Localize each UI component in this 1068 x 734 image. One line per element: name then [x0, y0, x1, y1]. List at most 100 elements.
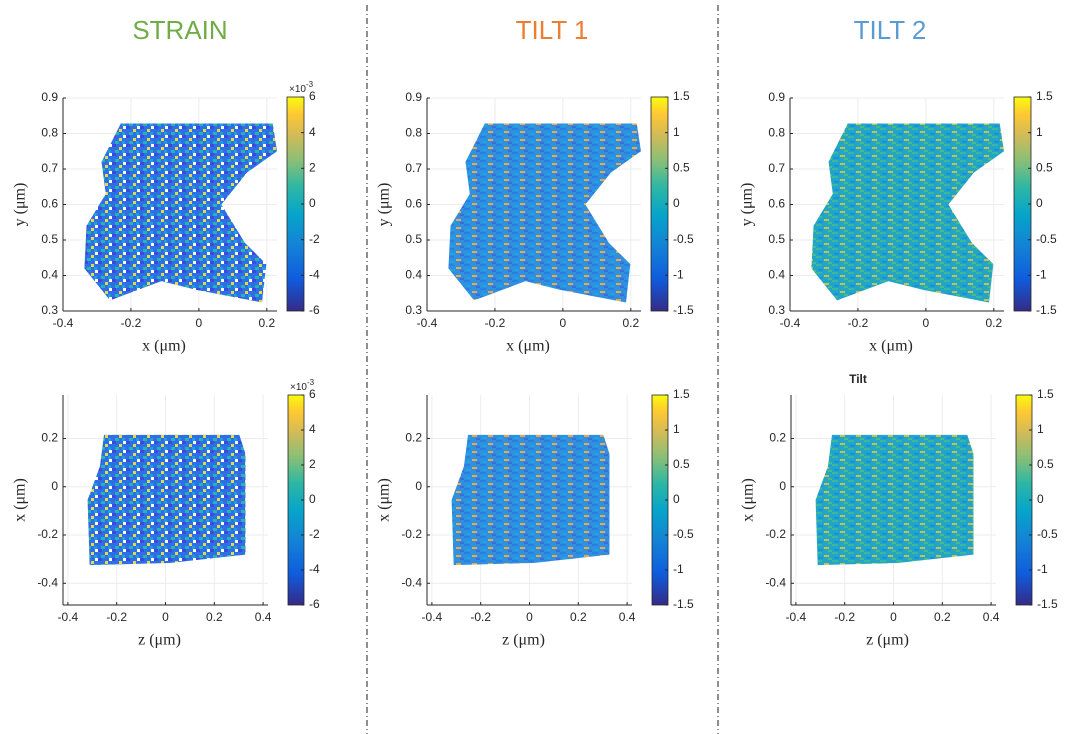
- y-tick-label: -0.4: [401, 575, 422, 589]
- colorbar-tick-label: -1.5: [673, 303, 694, 317]
- x-axis-label: z (μm): [866, 632, 909, 649]
- x-tick-label: 0.2: [206, 610, 223, 624]
- heatmap-region: [815, 434, 974, 566]
- colorbar-tick-label: 1.5: [673, 387, 690, 401]
- x-axis-label: z (μm): [138, 632, 181, 649]
- colorbar-tick-label: 0: [1036, 196, 1043, 210]
- x-tick-label: 0.2: [934, 610, 951, 624]
- x-tick-label: 0: [923, 316, 930, 330]
- x-tick-label: 0: [890, 610, 897, 624]
- y-tick-label: 0: [779, 479, 786, 493]
- heatmap-region: [451, 434, 610, 566]
- x-tick-label: -0.2: [470, 610, 491, 624]
- colorbar-tick-label: 0.5: [673, 457, 690, 471]
- colorbar-tick-label: -1.5: [1037, 597, 1058, 611]
- x-tick-label: 0: [526, 610, 533, 624]
- colorbar-tick-label: 6: [309, 89, 316, 103]
- colorbar-tick-label: -4: [309, 562, 320, 576]
- colorbar-tick-label: -0.5: [1037, 527, 1058, 541]
- colorbar-tick-label: -6: [309, 303, 320, 317]
- x-tick-label: 0.2: [570, 610, 587, 624]
- colorbar-tick-label: -1: [1036, 268, 1047, 282]
- colorbar-tick-label: 2: [309, 457, 316, 471]
- colorbar-tick-label: -4: [309, 268, 320, 282]
- y-tick-label: 0.3: [768, 303, 785, 317]
- colorbar-tick-label: 0.5: [1036, 161, 1053, 175]
- colorbar-tick-label: 4: [309, 422, 316, 436]
- x-axis-label: x (μm): [142, 338, 186, 355]
- y-tick-label: 0.9: [768, 90, 785, 104]
- x-tick-label: 0.4: [255, 610, 272, 624]
- y-tick-label: 0.5: [41, 232, 58, 246]
- y-axis-label: y (μm): [376, 183, 393, 227]
- y-tick-label: 0.2: [41, 431, 58, 445]
- column-title: STRAIN: [132, 15, 227, 45]
- colorbar-tick-label: 1.5: [1037, 387, 1054, 401]
- x-tick-label: 0.4: [619, 610, 636, 624]
- x-tick-label: 0: [560, 316, 567, 330]
- colorbar-tick-label: 1: [673, 422, 680, 436]
- x-tick-label: -0.2: [848, 316, 869, 330]
- x-tick-label: -0.4: [422, 610, 443, 624]
- colorbar-tick-label: 0.5: [673, 161, 690, 175]
- x-tick-label: -0.2: [121, 316, 142, 330]
- y-tick-label: 0.9: [405, 90, 422, 104]
- colorbar-tick-label: 0: [673, 196, 680, 210]
- colorbar-tick-label: -1.5: [1036, 303, 1057, 317]
- y-tick-label: 0.3: [405, 303, 422, 317]
- x-axis-label: x (μm): [506, 338, 550, 355]
- y-axis-label: y (μm): [739, 183, 756, 227]
- y-tick-label: 0.4: [41, 268, 58, 282]
- colorbar-tick-label: 1: [1036, 125, 1043, 139]
- y-tick-label: -0.4: [765, 575, 786, 589]
- y-axis-label: x (μm): [12, 478, 29, 522]
- colorbar-tick-label: 0: [309, 196, 316, 210]
- heatmap-region: [811, 123, 1004, 303]
- colorbar-tick-label: -1: [673, 268, 684, 282]
- y-tick-label: 0.8: [41, 126, 58, 140]
- heatmap-region: [87, 434, 246, 566]
- colorbar-tick-label: 2: [309, 161, 316, 175]
- multiplier-exponent: -3: [306, 80, 314, 89]
- y-tick-label: -0.2: [401, 527, 422, 541]
- colorbar-tick-label: 0.5: [1037, 457, 1054, 471]
- x-tick-label: -0.2: [834, 610, 855, 624]
- x-tick-label: 0: [196, 316, 203, 330]
- y-axis-label: x (μm): [740, 478, 757, 522]
- colorbar-tick-label: 0: [673, 492, 680, 506]
- x-tick-label: 0.4: [983, 610, 1000, 624]
- y-tick-label: 0: [51, 479, 58, 493]
- y-tick-label: 0.2: [769, 431, 786, 445]
- y-tick-label: 0.6: [405, 197, 422, 211]
- colorbar-tick-label: -0.5: [673, 232, 694, 246]
- colorbar-tick-label: 6: [309, 387, 316, 401]
- colorbar-tick-label: 1: [673, 125, 680, 139]
- x-tick-label: 0: [162, 610, 169, 624]
- y-axis-label: x (μm): [376, 478, 393, 522]
- y-tick-label: 0.5: [768, 232, 785, 246]
- colorbar-multiplier: ×10-3: [289, 80, 314, 95]
- colorbar-multiplier: ×10-3: [290, 378, 315, 393]
- y-tick-label: 0.4: [768, 268, 785, 282]
- colorbar-tick-label: 0: [1037, 492, 1044, 506]
- y-tick-label: 0.6: [41, 197, 58, 211]
- colorbar-tick-label: 1: [1037, 422, 1044, 436]
- heatmap-region: [448, 123, 641, 303]
- x-axis-label: x (μm): [869, 338, 913, 355]
- y-tick-label: -0.2: [765, 527, 786, 541]
- panel-title: Tilt: [849, 372, 867, 386]
- multiplier-exponent: -3: [307, 378, 315, 387]
- y-tick-label: -0.4: [37, 575, 58, 589]
- colorbar-tick-label: -1: [1037, 562, 1048, 576]
- y-tick-label: 0.9: [41, 90, 58, 104]
- x-tick-label: 0.2: [258, 316, 275, 330]
- colorbar-tick-label: 4: [309, 125, 316, 139]
- colorbar-tick-label: -0.5: [673, 527, 694, 541]
- colorbar-tick-label: -1: [673, 562, 684, 576]
- colorbar-tick-label: -2: [309, 527, 320, 541]
- y-tick-label: 0.7: [405, 161, 422, 175]
- y-tick-label: 0.4: [405, 268, 422, 282]
- heatmap-region: [84, 123, 278, 303]
- y-tick-label: 0.5: [405, 232, 422, 246]
